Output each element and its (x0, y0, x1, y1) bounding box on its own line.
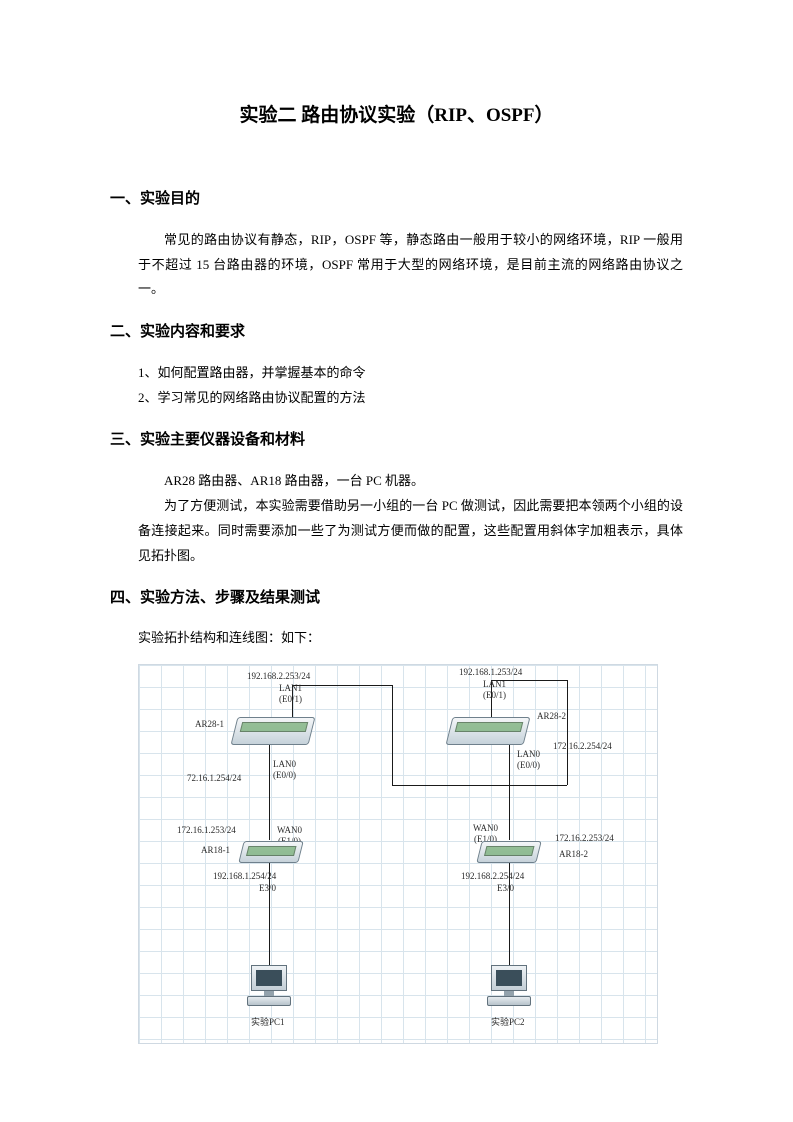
label-wan0-right-ip: 172.16.2.253/24 (555, 833, 614, 844)
wire (392, 685, 393, 785)
label-pc1: 实验PC1 (251, 1017, 285, 1028)
section3-heading: 三、实验主要仪器设备和材料 (110, 428, 683, 449)
label-e30-right: E3/0 (497, 883, 514, 894)
label-top-right-ip: 192.168.1.253/24 (459, 667, 522, 678)
section3-line1: AR28 路由器、AR18 路由器，一台 PC 机器。 为了方便测试，本实验需要… (138, 469, 683, 568)
section2-item-2: 2、学习常见的网络路由协议配置的方法 (138, 386, 683, 411)
router-ar18-2-icon (479, 841, 539, 863)
router-ar28-1-icon (234, 717, 312, 745)
router-ar18-1-icon (241, 841, 301, 863)
label-e30-left: E3/0 (259, 883, 276, 894)
wire (392, 785, 567, 786)
label-ar18-1: AR18-1 (201, 845, 230, 856)
section2-heading: 二、实验内容和要求 (110, 320, 683, 341)
label-lan0-left-ip: 72.16.1.254/24 (187, 773, 241, 784)
section4-heading: 四、实验方法、步骤及结果测试 (110, 586, 683, 607)
label-wan0-left-ip: 172.16.1.253/24 (177, 825, 236, 836)
section1-heading: 一、实验目的 (110, 187, 683, 208)
pc2-icon (487, 965, 531, 1011)
section2-item-1: 1、如何配置路由器，并掌握基本的命令 (138, 361, 683, 386)
label-ar18-2: AR18-2 (559, 849, 588, 860)
label-e30-right-ip: 192.168.2.254/24 (461, 871, 524, 882)
wire (567, 680, 568, 785)
label-lan0-right-ip: 172.16.2.254/24 (553, 741, 612, 752)
label-ar28-2: AR28-2 (537, 711, 566, 722)
label-top-right-if: LAN1(E0/1) (483, 679, 506, 702)
label-ar28-1: AR28-1 (195, 719, 224, 730)
topology-diagram: 192.168.2.253/24 LAN1(E0/1) 192.168.1.25… (138, 664, 658, 1044)
wire (509, 745, 510, 840)
label-pc2: 实验PC2 (491, 1017, 525, 1028)
label-top-left-if: LAN1(E0/1) (279, 683, 302, 706)
label-lan0-left: LAN0(E0/0) (273, 759, 296, 782)
wire (269, 745, 270, 840)
diagram-caption: 实验拓扑结构和连线图：如下： (138, 627, 683, 646)
section3-line1-text: AR28 路由器、AR18 路由器，一台 PC 机器。 (138, 469, 683, 494)
label-e30-left-ip: 192.168.1.254/24 (213, 871, 276, 882)
router-ar28-2-icon (449, 717, 527, 745)
pc1-icon (247, 965, 291, 1011)
label-lan0-right: LAN0(E0/0) (517, 749, 540, 772)
section1-paragraph: 常见的路由协议有静态，RIP，OSPF 等，静态路由一般用于较小的网络环境，RI… (138, 228, 683, 302)
page-title: 实验二 路由协议实验（RIP、OSPF） (110, 100, 683, 127)
label-top-left-ip: 192.168.2.253/24 (247, 671, 310, 682)
section3-line2-text: 为了方便测试，本实验需要借助另一小组的一台 PC 做测试，因此需要把本领两个小组… (138, 494, 683, 568)
wire (292, 685, 392, 686)
